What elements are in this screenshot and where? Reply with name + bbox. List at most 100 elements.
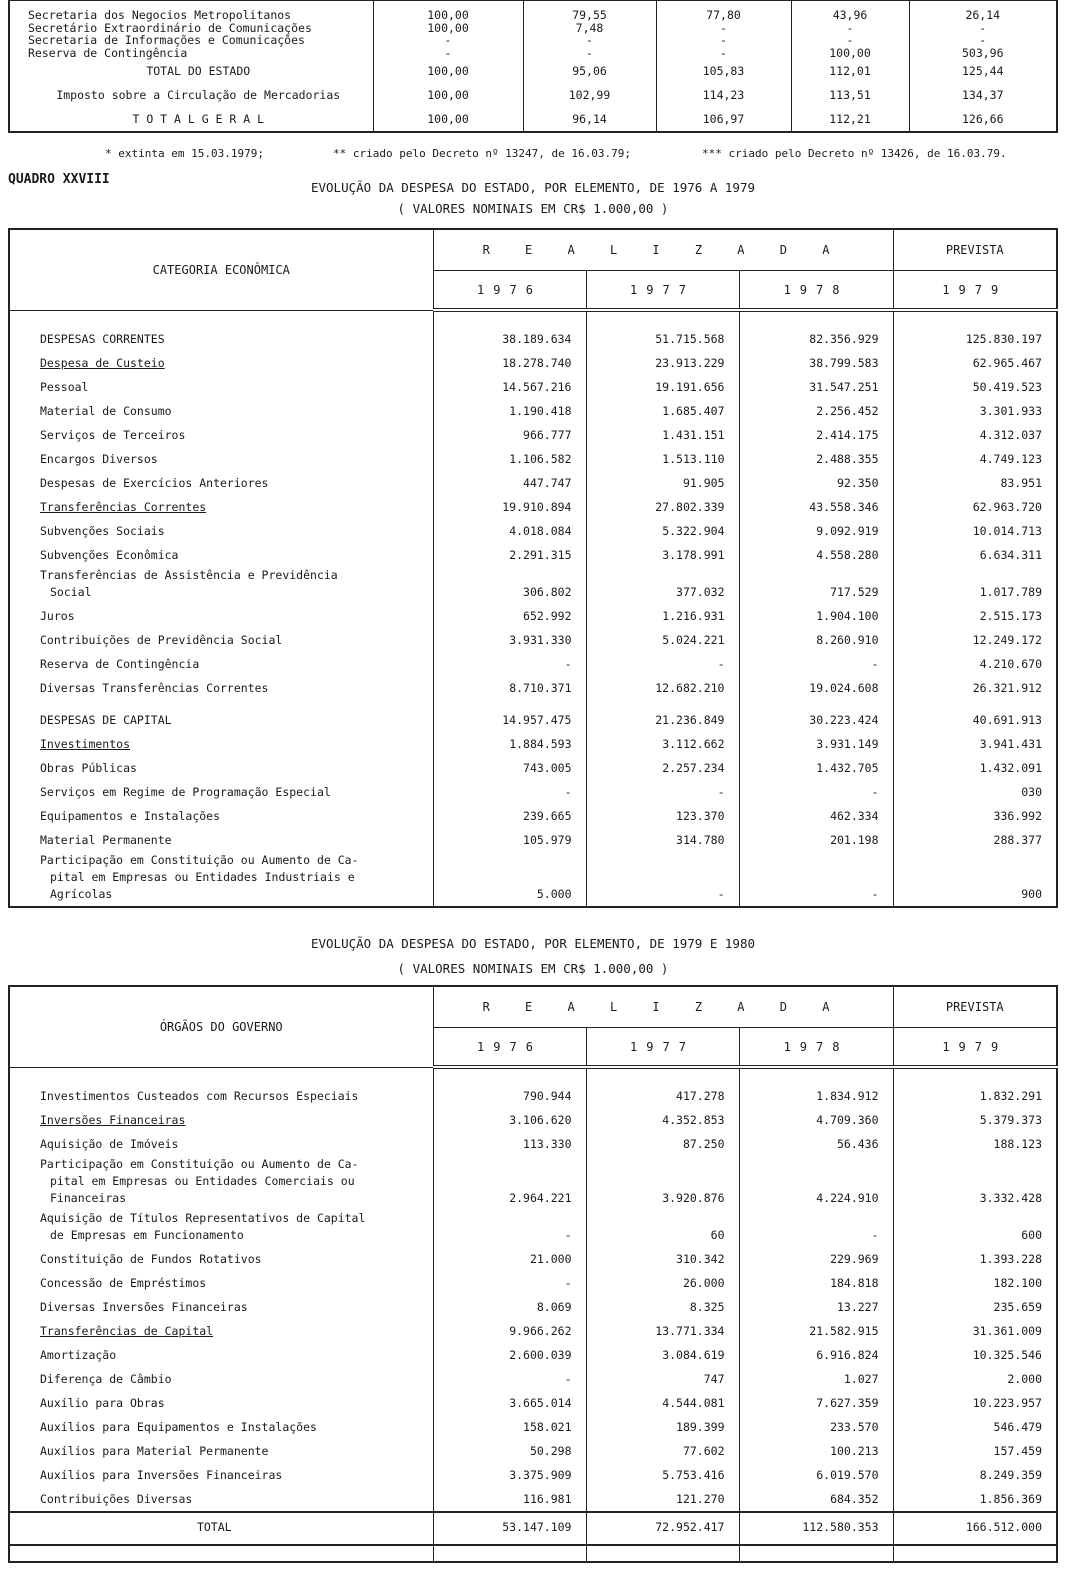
row-label: DESPESAS CORRENTES xyxy=(40,332,165,346)
cell-value: 100,00 xyxy=(372,107,523,132)
cell-value: 62.965.467 xyxy=(892,351,1057,375)
year-header: 1979 xyxy=(892,1027,1057,1069)
cell-value: 2.257.234 xyxy=(585,756,739,780)
cell-value: - xyxy=(372,34,523,47)
year-header: 1976 xyxy=(432,1027,586,1069)
empty-row xyxy=(9,1544,1057,1562)
row-label-cell: Auxílios para Inversões Financeiras xyxy=(9,1463,433,1487)
row-label: Diversas Transferências Correntes xyxy=(40,681,269,695)
row-label-cell: Reserva de Contingência xyxy=(9,652,433,676)
cell-value: 4.558.280 xyxy=(738,543,894,567)
row-label: Reserva de Contingência xyxy=(40,657,200,671)
cell-value: 229.969 xyxy=(738,1247,894,1271)
cell-value: 2.600.039 xyxy=(432,1343,586,1367)
year-header: 1978 xyxy=(738,270,894,312)
cell-value: 6.019.570 xyxy=(738,1463,894,1487)
table-row: Contribuições de Previdência Social 3.931… xyxy=(9,628,1057,652)
cell-value: 462.334 xyxy=(738,804,894,828)
quadro-label: QUADRO XXVIII xyxy=(8,172,110,187)
cell-value: 1.432.705 xyxy=(738,756,894,780)
table-row: Encargos Diversos 1.106.582 1.513.110 2.488… xyxy=(9,447,1057,471)
row-label-cell: Subvenções Sociais xyxy=(9,519,433,543)
prevista-header: PREVISTA xyxy=(892,986,1057,1028)
row-label: Transferências de Assistência e Previdên… xyxy=(40,568,338,582)
cell-value: 684.352 xyxy=(738,1487,894,1512)
cell-value: 96,14 xyxy=(522,107,656,132)
cell-value: 747 xyxy=(585,1367,739,1391)
row-label: Transferências Correntes xyxy=(40,500,207,514)
cell-value: 546.479 xyxy=(892,1415,1057,1439)
cell-value: 77.602 xyxy=(585,1439,739,1463)
row-label-cell: Subvenções Econômica xyxy=(9,543,433,567)
cell-value: - xyxy=(908,21,1057,34)
cell-value: 790.944 xyxy=(432,1067,586,1108)
cell-value: 27.802.339 xyxy=(585,495,739,519)
table-row: Auxílio para Obras 3.665.014 4.544.081 7.62… xyxy=(9,1391,1057,1415)
cell-value: - xyxy=(432,780,586,804)
cell-value: 12.249.172 xyxy=(892,628,1057,652)
cell-value: 1.513.110 xyxy=(585,447,739,471)
cell-value: 112,21 xyxy=(790,107,909,132)
total-value: 53.147.109 xyxy=(432,1511,586,1545)
cell-value: 10.325.546 xyxy=(892,1343,1057,1367)
cell-value: 717.529 xyxy=(738,567,894,604)
cell-value: 1.431.151 xyxy=(585,423,739,447)
cell-value: 503,96 xyxy=(908,46,1057,59)
cell-value: 31.547.251 xyxy=(738,375,894,399)
table-row: DESPESAS CORRENTES 38.189.634 51.715.568 82… xyxy=(9,310,1057,351)
row-label-cell: Constituição de Fundos Rotativos xyxy=(9,1247,433,1271)
cell-value: 105.979 xyxy=(432,828,586,852)
table-row: Subvenções Econômica 2.291.315 3.178.991 4.… xyxy=(9,543,1057,567)
cell-value: 3.084.619 xyxy=(585,1343,739,1367)
table-row: Participação em Constituição ou Aumento … xyxy=(9,1156,1057,1210)
cell-value: 26.321.912 xyxy=(892,676,1057,700)
cell-value: 116.981 xyxy=(432,1487,586,1512)
cell-value: 102,99 xyxy=(522,83,656,107)
table-row: Despesas de Exercícios Anteriores 447.747… xyxy=(9,471,1057,495)
row-label: Auxílios para Material Permanente xyxy=(40,1444,269,1458)
cell-value: 126,66 xyxy=(908,107,1057,132)
cell-value: 5.000 xyxy=(432,852,586,907)
cell-value: 306.802 xyxy=(432,567,586,604)
cell-value: 125.830.197 xyxy=(892,310,1057,351)
cell-value: 1.027 xyxy=(738,1367,894,1391)
cell-value: 43,96 xyxy=(790,0,909,22)
cell-value: 3.375.909 xyxy=(432,1463,586,1487)
cell-value: 336.992 xyxy=(892,804,1057,828)
cell-value: 106,97 xyxy=(655,107,791,132)
row-label-cell: Transferências Correntes xyxy=(9,495,433,519)
row-label-cell: Investimentos Custeados com Recursos Esp… xyxy=(9,1067,433,1108)
table-row: Inversões Financeiras 3.106.620 4.352.853 4… xyxy=(9,1108,1057,1132)
footnote-1: * extinta em 15.03.1979; xyxy=(105,147,264,160)
cell-value: - xyxy=(738,780,894,804)
cell-value: 50.419.523 xyxy=(892,375,1057,399)
row-label: Concessão de Empréstimos xyxy=(40,1276,207,1290)
table-row: Diversas Inversões Financeiras 8.069 8.325… xyxy=(9,1295,1057,1319)
cell-value: - xyxy=(522,34,656,47)
cell-value: 1.432.091 xyxy=(892,756,1057,780)
cell-value: 105,83 xyxy=(655,59,791,83)
cell-value: - xyxy=(655,34,791,47)
cell-value: 1.832.291 xyxy=(892,1067,1057,1108)
cell-value: 21.236.849 xyxy=(585,700,739,732)
cell-value: 3.112.662 xyxy=(585,732,739,756)
row-label-continuation: Social xyxy=(50,585,92,599)
cell-value: - xyxy=(432,1367,586,1391)
table-row: T O T A L G E R A L 100,00 96,14 106,97 112,… xyxy=(9,107,1057,132)
row-label-cell: Aquisição de Imóveis xyxy=(9,1132,433,1156)
row-label-cell: Contribuições Diversas xyxy=(9,1487,433,1512)
empty-cell xyxy=(738,1544,894,1562)
row-label-continuation: pital em Empresas ou Entidades Industria… xyxy=(50,870,355,901)
cell-value: 21.000 xyxy=(432,1247,586,1271)
table-row: Aquisição de Títulos Representativos de … xyxy=(9,1210,1057,1247)
row-label-cell: Diversas Inversões Financeiras xyxy=(9,1295,433,1319)
cell-value: 3.931.330 xyxy=(432,628,586,652)
cell-value: 62.963.720 xyxy=(892,495,1057,519)
row-label: Encargos Diversos xyxy=(40,452,158,466)
row-label: TOTAL DO ESTADO xyxy=(146,63,251,78)
cell-value: 3.941.431 xyxy=(892,732,1057,756)
table-row: Equipamentos e Instalações 239.665 123.370… xyxy=(9,804,1057,828)
cell-value: 43.558.346 xyxy=(738,495,894,519)
cell-value: - xyxy=(522,46,656,59)
table-row: Contribuições Diversas 116.981 121.270 684.… xyxy=(9,1487,1057,1512)
